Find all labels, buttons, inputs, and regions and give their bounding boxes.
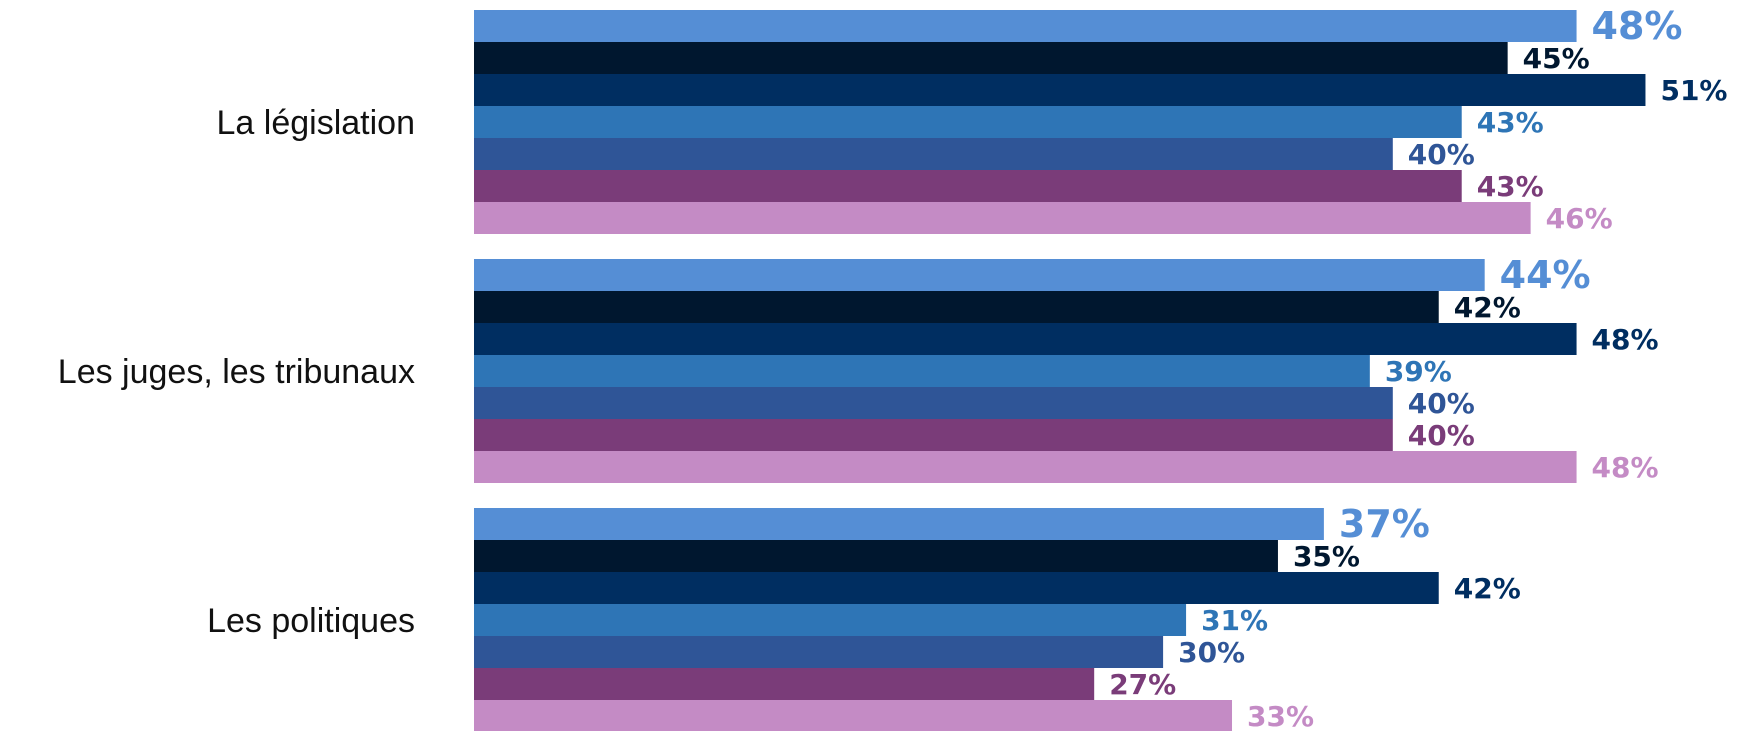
bar-les-politiques-series-6	[474, 668, 1095, 700]
bar-les-politiques-series-7	[474, 700, 1233, 731]
bar-les-juges-les-tribunaux-series-5	[474, 387, 1393, 419]
value-label-la-legislation-series-2: 45%	[1523, 42, 1590, 75]
bars-group	[474, 10, 1646, 731]
category-label-la-legislation: La législation	[217, 104, 415, 142]
bar-les-juges-les-tribunaux-series-3	[474, 323, 1577, 355]
value-label-les-juges-les-tribunaux-series-6: 40%	[1408, 419, 1475, 452]
value-label-les-juges-les-tribunaux-series-1: 44%	[1500, 253, 1591, 297]
bar-les-juges-les-tribunaux-series-6	[474, 419, 1393, 451]
bar-les-politiques-series-3	[474, 572, 1439, 604]
bar-les-juges-les-tribunaux-series-1	[474, 259, 1485, 291]
value-label-la-legislation-series-6: 43%	[1477, 170, 1544, 203]
value-label-les-juges-les-tribunaux-series-5: 40%	[1408, 387, 1475, 420]
bar-les-politiques-series-1	[474, 508, 1324, 540]
value-label-la-legislation-series-7: 46%	[1546, 202, 1613, 235]
bar-la-legislation-series-2	[474, 42, 1508, 74]
value-label-la-legislation-series-1: 48%	[1592, 4, 1683, 48]
bar-les-politiques-series-2	[474, 540, 1278, 572]
value-labels: 48%45%51%43%40%43%46%44%42%48%39%40%40%4…	[1109, 4, 1727, 731]
bar-la-legislation-series-4	[474, 106, 1462, 138]
value-label-les-politiques-series-5: 30%	[1178, 636, 1245, 669]
value-label-les-politiques-series-4: 31%	[1201, 604, 1268, 637]
value-label-la-legislation-series-3: 51%	[1660, 74, 1727, 107]
value-label-les-politiques-series-3: 42%	[1454, 572, 1521, 605]
value-label-les-juges-les-tribunaux-series-4: 39%	[1385, 355, 1452, 388]
bar-la-legislation-series-3	[474, 74, 1646, 106]
value-label-les-juges-les-tribunaux-series-2: 42%	[1454, 291, 1521, 324]
value-label-les-politiques-series-7: 33%	[1247, 700, 1314, 731]
bar-les-politiques-series-5	[474, 636, 1164, 668]
bar-les-politiques-series-4	[474, 604, 1187, 636]
value-label-les-juges-les-tribunaux-series-3: 48%	[1592, 323, 1659, 356]
category-label-les-juges-les-tribunaux: Les juges, les tribunaux	[58, 353, 415, 391]
value-label-les-politiques-series-6: 27%	[1109, 668, 1176, 701]
value-label-les-juges-les-tribunaux-series-7: 48%	[1592, 451, 1659, 484]
bar-les-juges-les-tribunaux-series-7	[474, 451, 1577, 483]
bar-la-legislation-series-1	[474, 10, 1577, 42]
bar-les-juges-les-tribunaux-series-4	[474, 355, 1370, 387]
value-label-la-legislation-series-4: 43%	[1477, 106, 1544, 139]
value-label-la-legislation-series-5: 40%	[1408, 138, 1475, 171]
bar-les-juges-les-tribunaux-series-2	[474, 291, 1439, 323]
category-label-les-politiques: Les politiques	[207, 602, 415, 640]
category-labels: La législation Les juges, les tribunaux Le…	[58, 104, 415, 640]
value-label-les-politiques-series-2: 35%	[1293, 540, 1360, 573]
value-label-les-politiques-series-1: 37%	[1339, 502, 1430, 546]
bar-la-legislation-series-6	[474, 170, 1462, 202]
bar-la-legislation-series-5	[474, 138, 1393, 170]
bar-la-legislation-series-7	[474, 202, 1531, 234]
